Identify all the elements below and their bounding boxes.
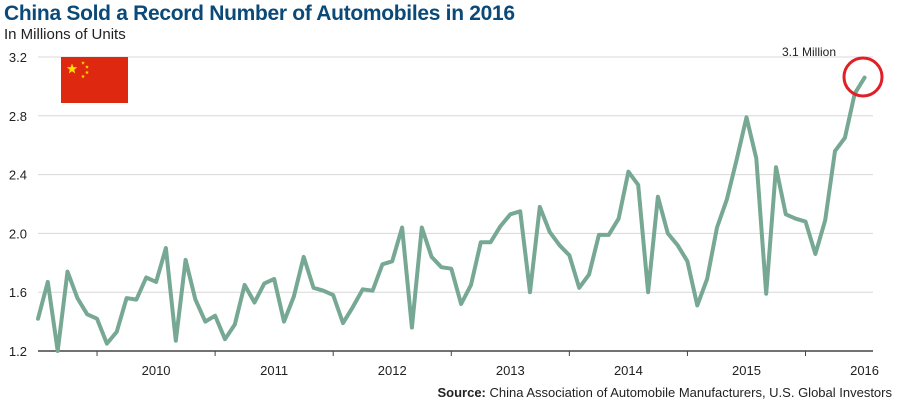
- chart-title: China Sold a Record Number of Automobile…: [4, 2, 515, 25]
- flag-big-star-icon: [66, 63, 78, 74]
- source-text: China Association of Automobile Manufact…: [489, 385, 892, 400]
- flag-small-star-icon: [81, 61, 85, 65]
- y-tick-label: 1.2: [9, 344, 27, 359]
- x-tick-label: 2016: [850, 363, 879, 378]
- flag-field: [61, 57, 128, 103]
- flag-small-star-icon: [85, 65, 89, 69]
- flag-small-star-icon: [85, 70, 89, 75]
- china-flag: [61, 57, 128, 103]
- source-label: Source:: [437, 385, 486, 400]
- x-tick-label: 2012: [378, 363, 407, 378]
- source-note: Source: China Association of Automobile …: [437, 385, 892, 400]
- x-tick-label: 2010: [142, 363, 171, 378]
- x-axis-ticks: 2010 2011 2012 2013 2014 2015 2016: [96, 351, 879, 378]
- y-tick-label: 2.0: [9, 226, 27, 241]
- series-line: [36, 75, 867, 353]
- highlight-circle: [842, 56, 884, 98]
- annotation-label: 3.1 Million: [782, 45, 836, 59]
- x-tick-label: 2011: [260, 363, 288, 378]
- x-tick-label: 2014: [614, 363, 643, 378]
- y-tick-label: 1.6: [9, 285, 27, 300]
- x-tick-label: 2013: [496, 363, 525, 378]
- flag-small-star-icon: [81, 74, 85, 79]
- y-tick-label: 3.2: [9, 50, 27, 65]
- x-tick-label: 2015: [732, 363, 761, 378]
- y-axis-ticks: 1.2 1.6 2.0 2.4 2.8 3.2: [9, 50, 27, 359]
- y-tick-label: 2.8: [9, 109, 27, 124]
- y-tick-label: 2.4: [9, 168, 27, 183]
- chart-subtitle: In Millions of Units: [4, 26, 126, 43]
